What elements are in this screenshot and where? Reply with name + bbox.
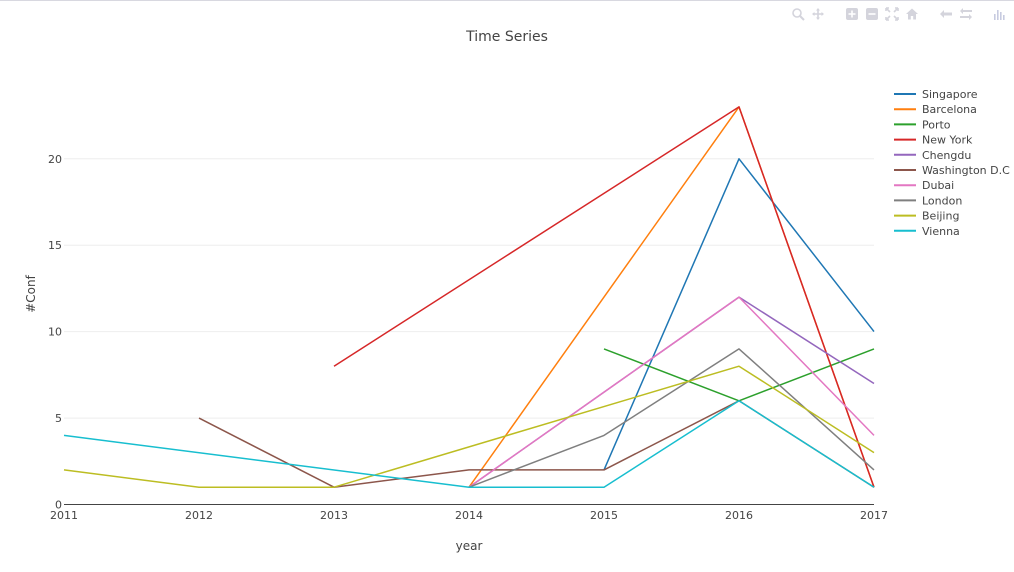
series-line-new-york[interactable]	[333, 106, 875, 488]
y-tick-label: 20	[48, 153, 62, 166]
y-axis-title: #Conf	[24, 274, 38, 312]
x-tick-label: 2016	[725, 509, 753, 522]
spike-lines-icon[interactable]	[938, 6, 954, 22]
legend[interactable]: Singapore Barcelona Porto New York Chengdu Wa…	[894, 88, 1010, 238]
x-tick-label: 2017	[860, 509, 888, 522]
plotly-logo-icon[interactable]	[992, 6, 1008, 22]
x-axis-title: year	[456, 539, 483, 553]
legend-item-new-york[interactable]: New York	[894, 134, 973, 147]
legend-item-vienna[interactable]: Vienna	[894, 225, 960, 238]
pan-icon[interactable]	[810, 6, 826, 22]
gridlines	[64, 158, 874, 419]
x-tick-labels: 2011 2012 2013 2014 2015 2016 2017	[50, 509, 888, 522]
legend-item-beijing[interactable]: Beijing	[894, 210, 959, 223]
legend-label: London	[922, 194, 962, 207]
series-line-singapore[interactable]	[603, 158, 875, 471]
y-tick-label: 15	[48, 239, 62, 252]
legend-label: Dubai	[922, 179, 954, 192]
legend-label: Vienna	[922, 225, 960, 238]
series-line-dubai[interactable]	[468, 296, 875, 488]
autoscale-icon[interactable]	[884, 6, 900, 22]
modebar	[790, 5, 1008, 23]
legend-item-porto[interactable]: Porto	[894, 118, 951, 131]
series-line-barcelona[interactable]	[468, 106, 875, 488]
legend-label: New York	[922, 134, 973, 147]
zoom-out-icon[interactable]	[864, 6, 880, 22]
series-lines	[63, 106, 875, 488]
compare-hover-icon[interactable]	[958, 6, 974, 22]
legend-item-barcelona[interactable]: Barcelona	[894, 103, 977, 116]
x-tick-label: 2015	[590, 509, 618, 522]
legend-label: Beijing	[922, 210, 959, 223]
x-tick-label: 2014	[455, 509, 483, 522]
legend-item-london[interactable]: London	[894, 194, 962, 207]
legend-label: Singapore	[922, 88, 978, 101]
legend-item-dubai[interactable]: Dubai	[894, 179, 954, 192]
x-tick-label: 2011	[50, 509, 78, 522]
legend-label: Porto	[922, 118, 951, 131]
series-line-beijing[interactable]	[63, 365, 875, 488]
y-tick-labels: 0 5 10 15 20	[48, 153, 62, 512]
legend-item-chengdu[interactable]: Chengdu	[894, 149, 971, 162]
legend-label: Chengdu	[922, 149, 971, 162]
reset-axes-icon[interactable]	[904, 6, 920, 22]
legend-label: Barcelona	[922, 103, 977, 116]
legend-label: Washington D.C	[922, 164, 1010, 177]
y-tick-label: 0	[55, 499, 62, 512]
y-tick-label: 10	[48, 326, 62, 339]
x-tick-label: 2012	[185, 509, 213, 522]
legend-item-washington-d-c[interactable]: Washington D.C	[894, 164, 1010, 177]
series-line-washington-d-c[interactable]	[198, 400, 875, 488]
zoom-icon[interactable]	[790, 6, 806, 22]
chart-title: Time Series	[465, 29, 548, 45]
x-tick-label: 2013	[320, 509, 348, 522]
y-tick-label: 5	[55, 412, 62, 425]
series-line-vienna[interactable]	[63, 400, 875, 488]
legend-item-singapore[interactable]: Singapore	[894, 88, 978, 101]
zoom-in-icon[interactable]	[844, 6, 860, 22]
